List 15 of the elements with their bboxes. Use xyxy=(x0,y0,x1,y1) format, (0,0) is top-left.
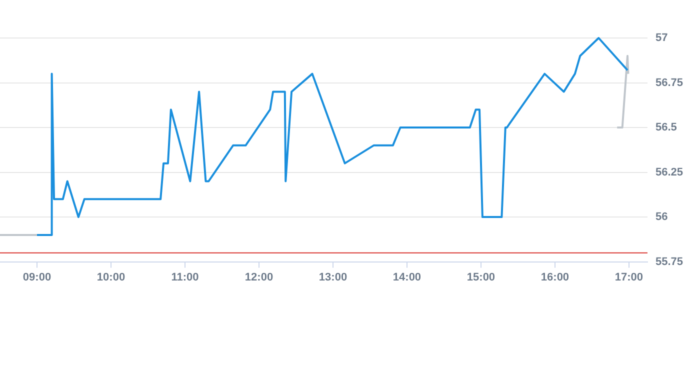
y-tick-label: 56.25 xyxy=(655,166,684,178)
x-tick-label: 12:00 xyxy=(244,271,274,284)
x-tick-label: 13:00 xyxy=(318,271,348,284)
x-tick-label: 11:00 xyxy=(171,271,199,284)
y-tick-label: 56.5 xyxy=(655,122,677,134)
x-tick-label: 14:00 xyxy=(392,271,422,284)
x-tick-label: 09:00 xyxy=(22,271,52,284)
x-tick-label: 15:00 xyxy=(466,271,496,284)
y-tick-label: 55.75 xyxy=(655,256,684,268)
y-tick-label: 57 xyxy=(655,32,668,44)
x-tick-label: 10:00 xyxy=(96,271,126,284)
x-tick-label: 17:00 xyxy=(614,271,644,284)
x-tick-label: 16:00 xyxy=(540,271,570,284)
y-tick-label: 56 xyxy=(655,211,668,224)
y-tick-label: 56.75 xyxy=(655,76,684,89)
